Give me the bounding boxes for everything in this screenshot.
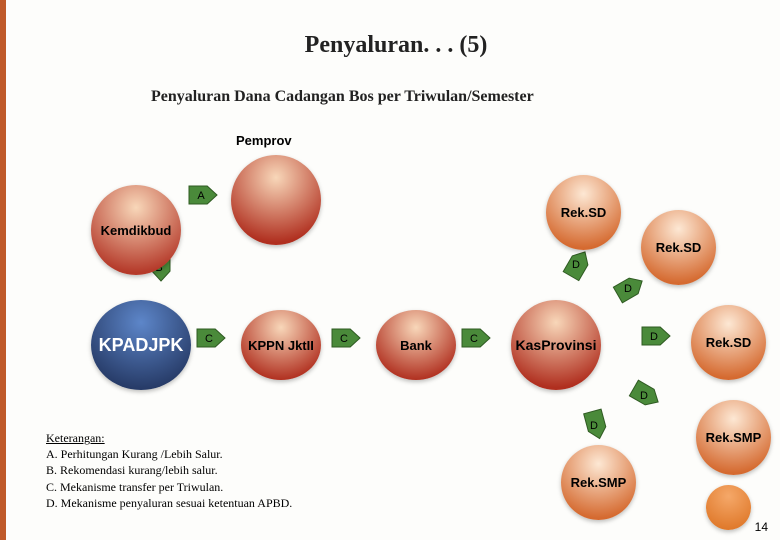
node-reksd1: Rek.SD [546, 175, 621, 250]
node-reksd2: Rek.SD [641, 210, 716, 285]
arrow-D4: D [629, 380, 662, 410]
node-kas: KasProvinsi [511, 300, 601, 390]
legend-title: Keterangan: [46, 431, 105, 445]
arrow-C2: C [332, 329, 360, 347]
node-pemprov [231, 155, 321, 245]
node-kemdikbud: Kemdikbud [91, 185, 181, 275]
arrow-D5: D [584, 409, 609, 441]
arrow-C3: C [462, 329, 490, 347]
page-number: 14 [755, 520, 768, 534]
legend-line: B. Rekomendasi kurang/lebih salur. [46, 463, 218, 477]
arrow-A: A [189, 186, 217, 204]
svg-text:D: D [572, 259, 580, 271]
svg-text:D: D [590, 420, 598, 432]
arrow-D1: D [563, 247, 593, 280]
node-kppn: KPPN JktII [241, 310, 321, 380]
node-reksmp1: Rek.SMP [696, 400, 771, 475]
node-bank: Bank [376, 310, 456, 380]
node-pemprov-label: Pemprov [236, 133, 292, 148]
svg-text:A: A [197, 190, 205, 202]
svg-text:C: C [470, 333, 478, 345]
arrow-D3: D [642, 327, 670, 345]
svg-text:D: D [624, 283, 632, 295]
legend: Keterangan: A. Perhitungan Kurang /Lebih… [46, 430, 292, 511]
legend-line: A. Perhitungan Kurang /Lebih Salur. [46, 447, 223, 461]
svg-text:D: D [640, 390, 648, 402]
node-decor [706, 485, 751, 530]
arrow-D2: D [613, 273, 646, 303]
node-kpa: KPADJPK [91, 300, 191, 390]
page-title: Penyaluran. . . (5) [6, 32, 780, 59]
node-reksd3: Rek.SD [691, 305, 766, 380]
legend-line: D. Mekanisme penyaluran sesuai ketentuan… [46, 496, 292, 510]
arrow-C1: C [197, 329, 225, 347]
svg-text:C: C [340, 333, 348, 345]
node-reksmp2: Rek.SMP [561, 445, 636, 520]
svg-text:D: D [650, 331, 658, 343]
svg-text:C: C [205, 333, 213, 345]
subtitle: Penyaluran Dana Cadangan Bos per Triwula… [151, 88, 534, 106]
legend-line: C. Mekanisme transfer per Triwulan. [46, 480, 223, 494]
